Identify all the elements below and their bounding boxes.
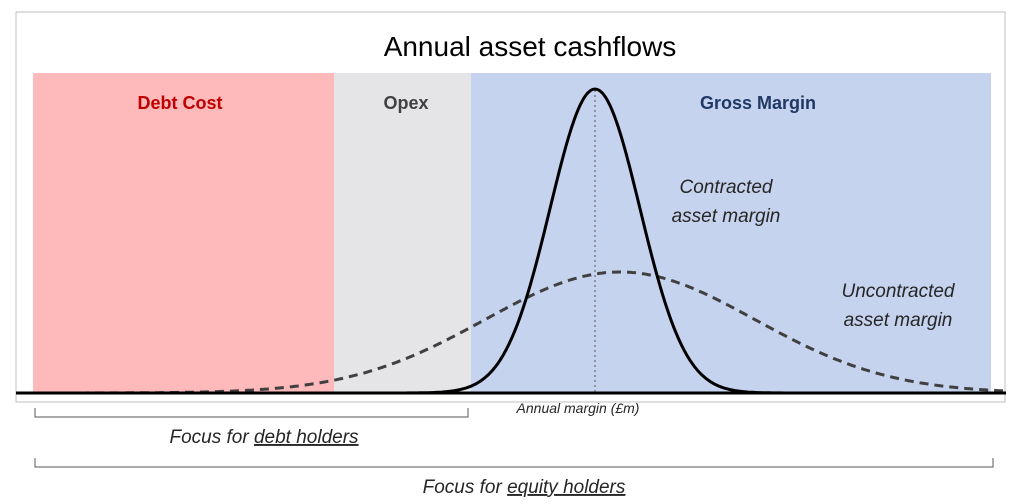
diagram-title: Annual asset cashflows <box>384 31 677 62</box>
uncontracted-margin-curve <box>20 270 1005 395</box>
axis-label: Annual margin (£m) <box>516 400 640 416</box>
opex-zone <box>334 73 471 394</box>
contracted-label-line2: asset margin <box>672 206 781 227</box>
equity-focus-label: Focus for equity holders <box>423 477 626 498</box>
equity-focus-bracket <box>34 458 994 468</box>
debt-focus-label: Focus for debt holders <box>169 427 359 448</box>
gross-margin-label: Gross Margin <box>700 93 816 113</box>
gross-margin-zone <box>471 73 991 394</box>
debt-cost-label: Debt Cost <box>138 93 223 113</box>
debt-cost-zone <box>33 73 334 394</box>
opex-label: Opex <box>383 93 428 113</box>
uncontracted-label-line1: Uncontracted <box>841 281 955 302</box>
contracted-label-line1: Contracted <box>680 177 774 198</box>
uncontracted-label-line2: asset margin <box>844 310 953 331</box>
debt-focus-bracket <box>34 408 469 418</box>
